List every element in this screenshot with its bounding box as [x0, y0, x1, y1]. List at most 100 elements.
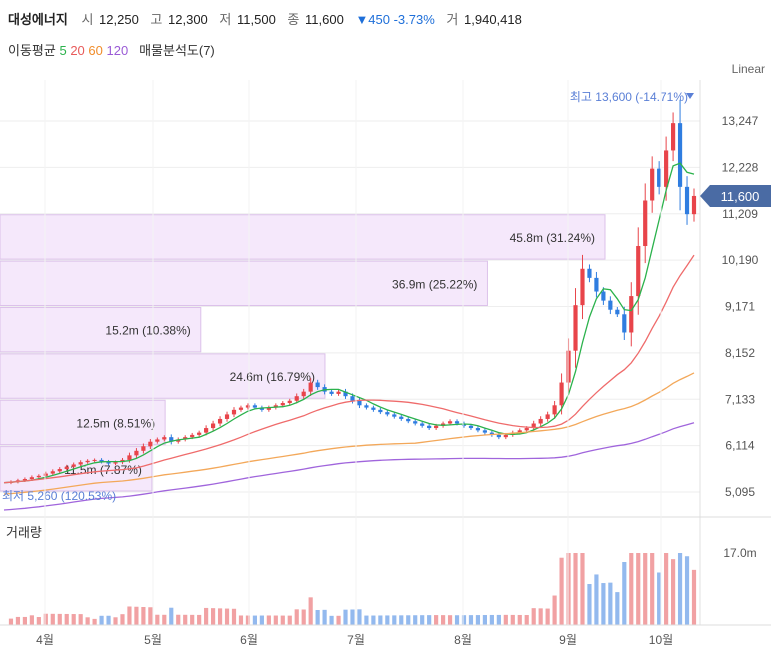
volume-bar	[287, 615, 292, 625]
candle-body	[650, 168, 655, 201]
candle-body	[294, 396, 299, 401]
volume-bar	[301, 609, 306, 625]
volume-bar	[148, 607, 153, 625]
candle-body	[594, 277, 599, 292]
volume-bar	[113, 617, 118, 625]
candle-body	[468, 425, 474, 429]
volume-bar	[629, 553, 634, 625]
candle-body	[385, 412, 390, 415]
volume-bar	[99, 615, 104, 625]
volume-bar	[245, 615, 251, 625]
candle-body	[64, 466, 69, 470]
volume-bar	[357, 609, 362, 625]
candle-body	[238, 407, 244, 410]
candle-body	[336, 391, 341, 394]
volume-bar	[510, 614, 515, 625]
volume-bar	[671, 559, 676, 625]
candle-body	[266, 407, 271, 410]
volume-bar	[57, 613, 62, 625]
ma-label[interactable]: 이동평균	[8, 43, 56, 58]
candle-body	[224, 414, 230, 419]
candle-body	[92, 459, 97, 461]
volume-bar	[329, 615, 334, 625]
indicator-legend: 이동평균 5 20 60 120 매물분석도(7)	[8, 40, 215, 59]
candle-body	[531, 423, 536, 429]
candle-body	[371, 407, 376, 410]
volume-bar	[211, 608, 216, 625]
high-value: 12,300	[168, 12, 208, 27]
volume-bar	[280, 615, 285, 625]
candle-body	[378, 409, 383, 413]
volume-bar	[315, 610, 320, 625]
y-tick-label: 9,171	[725, 300, 755, 314]
volume-bar	[461, 615, 467, 625]
ma20-line	[3, 254, 695, 484]
candle-body	[43, 473, 48, 476]
volume-bar	[503, 614, 508, 625]
high-label: 고	[150, 12, 163, 27]
x-tick-label: 9월	[559, 633, 577, 647]
volume-bar	[427, 615, 432, 625]
volume-bar	[120, 614, 125, 625]
volume-bar	[92, 618, 97, 625]
candle-body	[252, 405, 257, 408]
y-tick-label: 13,247	[722, 114, 759, 128]
x-tick-label: 6월	[240, 633, 258, 647]
volume-bar	[259, 615, 264, 625]
volume-bar	[224, 608, 230, 625]
candle-body	[245, 405, 251, 408]
scale-toggle[interactable]: Linear	[731, 62, 765, 76]
volume-bar	[29, 615, 34, 625]
candle-body	[615, 309, 620, 315]
candle-body	[496, 434, 501, 438]
candle-body	[406, 418, 411, 422]
volume-bar	[447, 615, 453, 625]
volume-bar	[343, 609, 348, 625]
candle-body	[643, 200, 648, 247]
volume-bar	[36, 617, 41, 625]
candle-body	[190, 434, 195, 438]
volume-profile-label[interactable]: 매물분석도(7)	[139, 43, 215, 58]
candle-body	[273, 405, 278, 408]
high-annotation: 최고 13,600 (-14.71%)	[570, 90, 688, 104]
volume-bar	[85, 617, 90, 625]
y-tick-label: 12,228	[722, 160, 759, 174]
candle-body	[441, 423, 446, 426]
candle-body	[420, 423, 425, 426]
x-tick-label: 5월	[144, 633, 162, 647]
volume-bar	[475, 615, 481, 625]
volume-bar	[197, 614, 202, 625]
ma5-label[interactable]: 5	[59, 43, 67, 58]
volume-bar	[622, 562, 627, 625]
candle-body	[134, 450, 139, 456]
ma60-label[interactable]: 60	[88, 43, 103, 58]
candle-body	[280, 403, 285, 406]
volume-bar	[364, 615, 369, 625]
volume-profile-bar	[0, 260, 488, 306]
volume-bar	[252, 615, 257, 625]
ma20-label[interactable]: 20	[70, 43, 85, 58]
volume-bar	[482, 615, 487, 625]
candle-body	[517, 430, 522, 433]
candle-body	[684, 186, 690, 215]
candle-body	[580, 268, 585, 306]
ma120-label[interactable]: 120	[106, 43, 129, 58]
low-annotation: 최저 5,260 (120.53%)	[2, 489, 116, 503]
candle-body	[573, 305, 578, 351]
candle-body	[259, 407, 264, 410]
candle-body	[113, 462, 118, 464]
volume-panel-title: 거래량	[6, 525, 42, 540]
candle-body	[78, 462, 83, 465]
volume-bar	[231, 608, 237, 625]
candle-body	[301, 391, 306, 397]
candle-body	[413, 421, 418, 424]
volume-bar	[155, 614, 160, 625]
volume-profile-bar	[0, 353, 326, 399]
candle-body	[99, 459, 104, 462]
candle-body	[308, 382, 313, 392]
volume-profile-label: 15.2m (10.38%)	[105, 324, 190, 338]
volume-bar	[636, 553, 641, 625]
candle-body	[176, 439, 181, 442]
volume-bar	[517, 614, 522, 625]
